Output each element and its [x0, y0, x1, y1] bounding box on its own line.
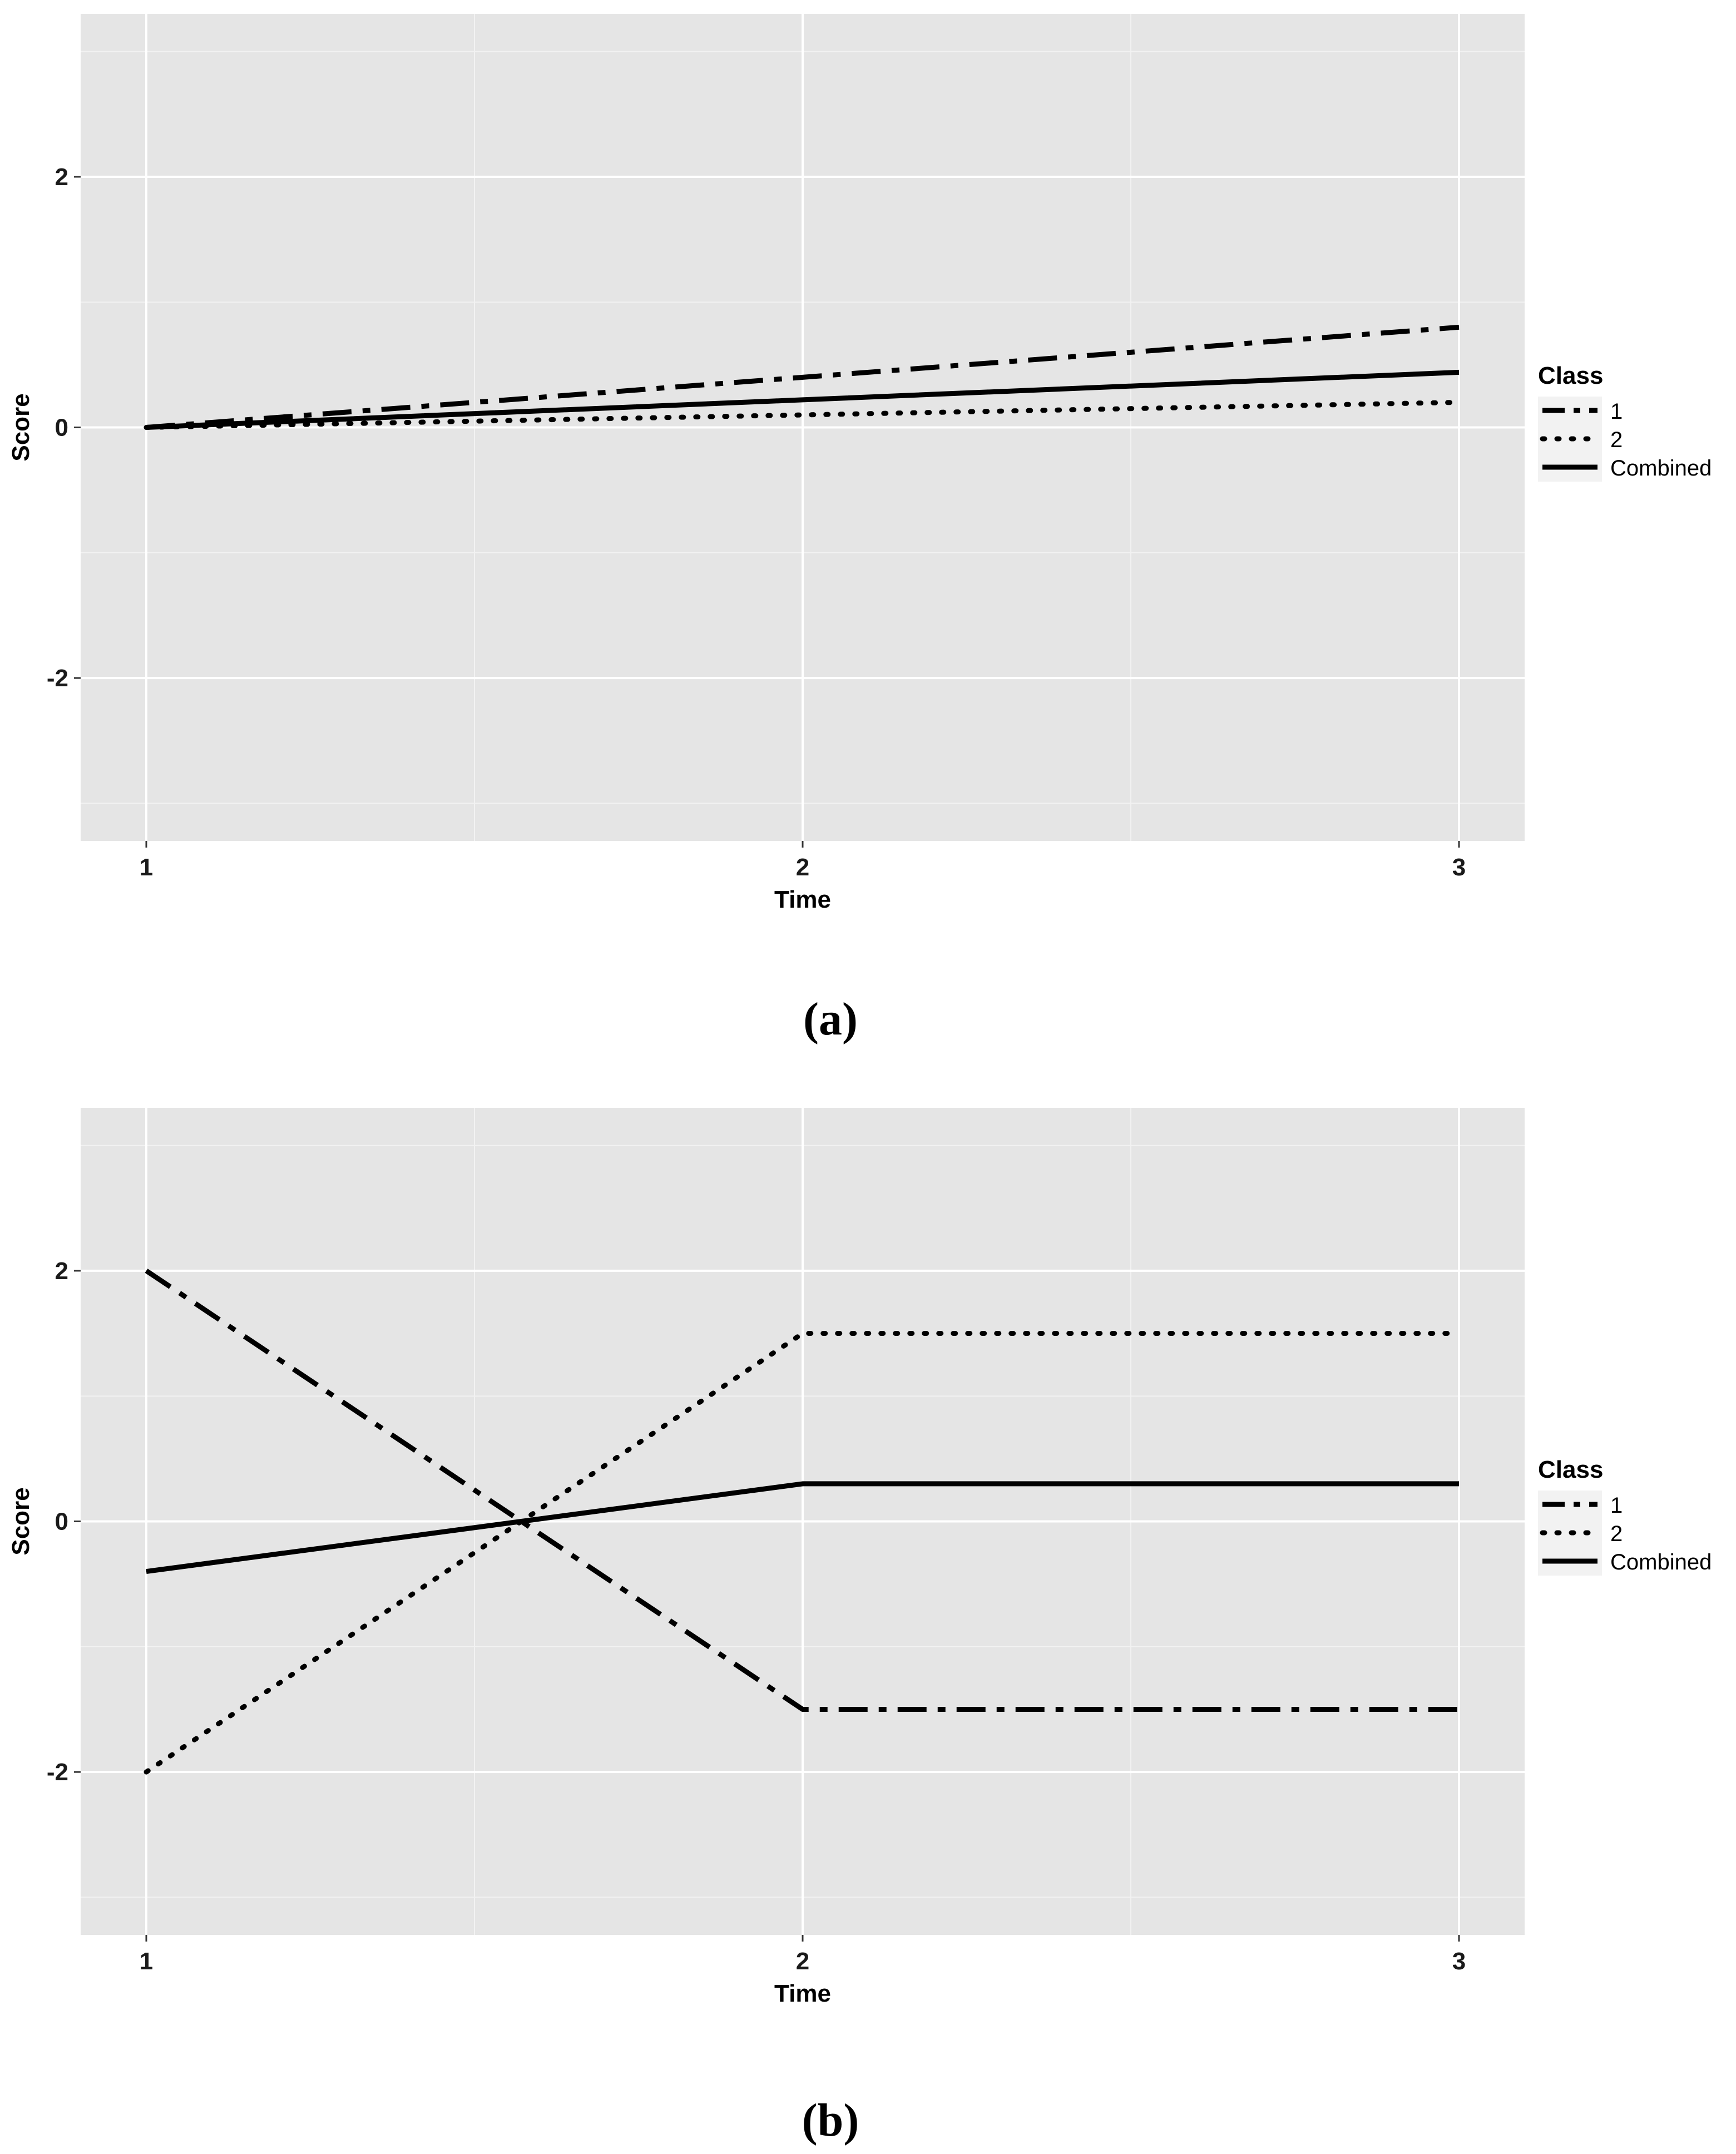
- x-tick-label: 3: [1452, 1948, 1466, 1975]
- x-axis-title: Time: [774, 1980, 831, 2007]
- y-tick-label: -2: [47, 665, 68, 692]
- chart-panel-2: 2 0 -2 1 2 3 Time Score Class 1 2 Combined (b): [7, 1108, 1712, 2146]
- x-tick-label: 2: [796, 1948, 809, 1975]
- legend-title: Class: [1538, 362, 1603, 389]
- y-tick-label: 0: [55, 1508, 68, 1536]
- y-tick-label: 2: [55, 164, 68, 191]
- legend-label: Combined: [1610, 456, 1712, 481]
- y-axis-title: Score: [7, 1487, 34, 1555]
- legend-label: 1: [1610, 1493, 1623, 1518]
- series-line-combined: [146, 369, 1460, 430]
- series-line-2: [144, 1331, 1462, 1775]
- panel-caption: (a): [803, 993, 858, 1045]
- x-tick-label: 2: [796, 854, 809, 881]
- series-line-2: [144, 399, 1462, 430]
- series-line-1: [145, 1269, 1459, 1712]
- y-tick-label: 2: [55, 1257, 68, 1285]
- legend-title: Class: [1538, 1456, 1603, 1483]
- x-tick-label: 1: [140, 854, 153, 881]
- chart-panel-1: 2 0 -2 1 2 3 Time Score Class 1 2 Combined (a): [7, 14, 1712, 1045]
- x-tick-label: 3: [1452, 854, 1466, 881]
- legend: Class 1 2 Combined: [1538, 1456, 1712, 1576]
- legend-label: 2: [1610, 1522, 1623, 1546]
- y-tick-label: -2: [47, 1759, 68, 1786]
- panel-caption: (b): [802, 2094, 859, 2146]
- legend-label: 2: [1610, 428, 1623, 452]
- x-axis-title: Time: [774, 886, 831, 913]
- legend-label: 1: [1610, 399, 1623, 424]
- y-axis-title: Score: [7, 393, 34, 461]
- series-line-1: [146, 324, 1460, 430]
- legend: Class 1 2 Combined: [1538, 362, 1712, 482]
- legend-label: Combined: [1610, 1550, 1712, 1574]
- x-tick-label: 1: [140, 1948, 153, 1975]
- y-tick-label: 0: [55, 414, 68, 442]
- series-line-combined: [146, 1481, 1459, 1574]
